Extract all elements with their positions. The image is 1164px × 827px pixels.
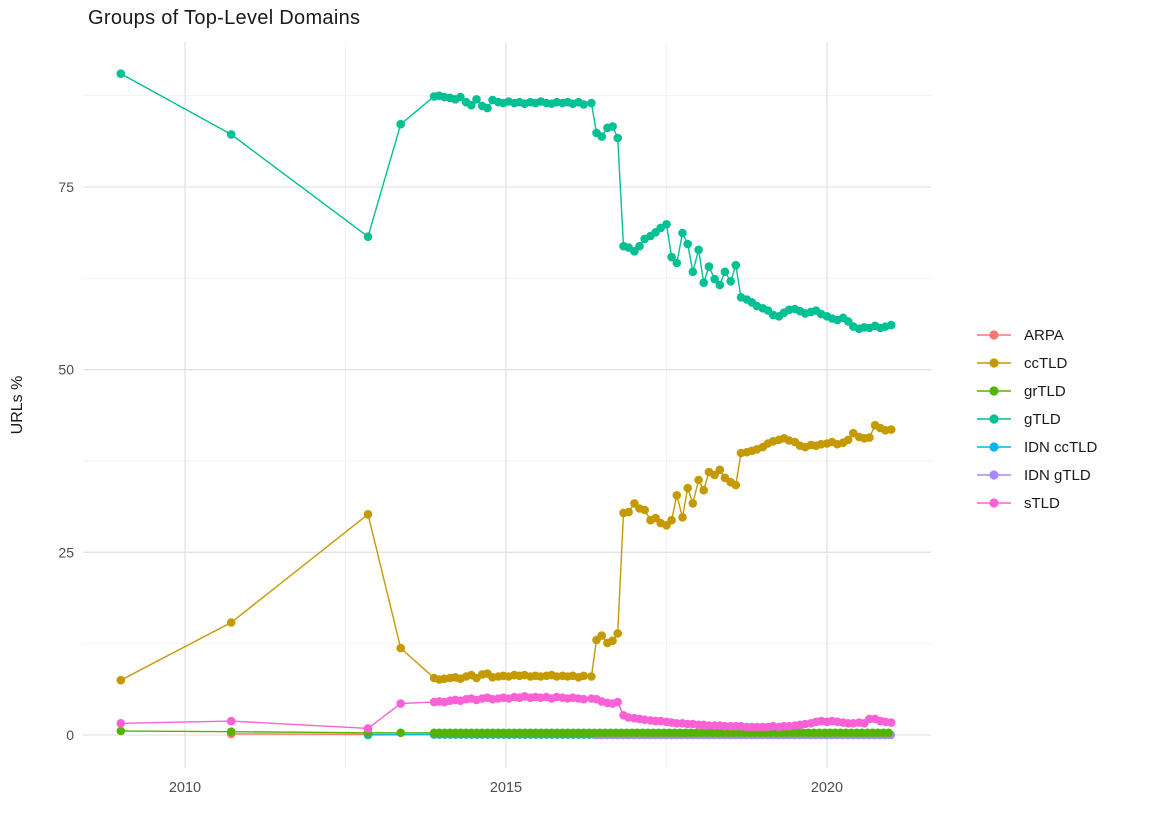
legend-item-grtld: grTLD xyxy=(976,377,1097,405)
legend-item-arpa: ARPA xyxy=(976,321,1097,349)
legend-item-idn-gtld: IDN gTLD xyxy=(976,461,1097,489)
legend-label-grtld: grTLD xyxy=(1024,382,1066,400)
series-gtld xyxy=(116,69,896,334)
legend-key-grtld xyxy=(977,386,1011,396)
legend-label-gtld: gTLD xyxy=(1024,410,1061,428)
x-tick-label: 2020 xyxy=(811,780,843,796)
legend-label-idn-gtld: IDN gTLD xyxy=(1024,466,1091,484)
x-tick-label: 2015 xyxy=(490,780,522,796)
y-tick-label: 50 xyxy=(58,362,74,378)
legend-key-idn-gtld xyxy=(977,470,1011,480)
x-axis-tick-labels: 2010 2015 2020 xyxy=(169,780,843,796)
legend-key-idn-cctld xyxy=(977,442,1011,452)
legend-key-arpa xyxy=(977,330,1011,340)
y-tick-label: 25 xyxy=(58,544,74,560)
y-tick-label: 75 xyxy=(58,179,74,195)
legend-item-cctld: ccTLD xyxy=(976,349,1097,377)
plot-title: Groups of Top-Level Domains xyxy=(88,7,361,29)
legend: ARPA ccTLD grTLD gTLD IDN ccTLD IDN gTLD sTLD xyxy=(976,321,1097,517)
legend-key-stld xyxy=(977,498,1011,508)
legend-key-gtld xyxy=(977,414,1011,424)
legend-label-cctld: ccTLD xyxy=(1024,354,1068,372)
y-axis-title: URLs % xyxy=(9,376,26,435)
legend-label-arpa: ARPA xyxy=(1024,326,1064,344)
legend-item-stld: sTLD xyxy=(976,489,1097,517)
series-stld xyxy=(116,692,896,733)
series-cctld xyxy=(116,420,896,685)
grid-major xyxy=(83,42,931,768)
grid-minor xyxy=(83,42,931,768)
legend-label-stld: sTLD xyxy=(1024,494,1060,512)
x-tick-label: 2010 xyxy=(169,780,201,796)
legend-key-cctld xyxy=(977,358,1011,368)
legend-label-idn-cctld: IDN ccTLD xyxy=(1024,438,1098,456)
y-tick-label: 0 xyxy=(66,727,74,743)
legend-item-gtld: gTLD xyxy=(976,405,1097,433)
legend-item-idn-cctld: IDN ccTLD xyxy=(976,433,1097,461)
y-axis-tick-labels: 0 25 50 75 xyxy=(58,179,74,743)
